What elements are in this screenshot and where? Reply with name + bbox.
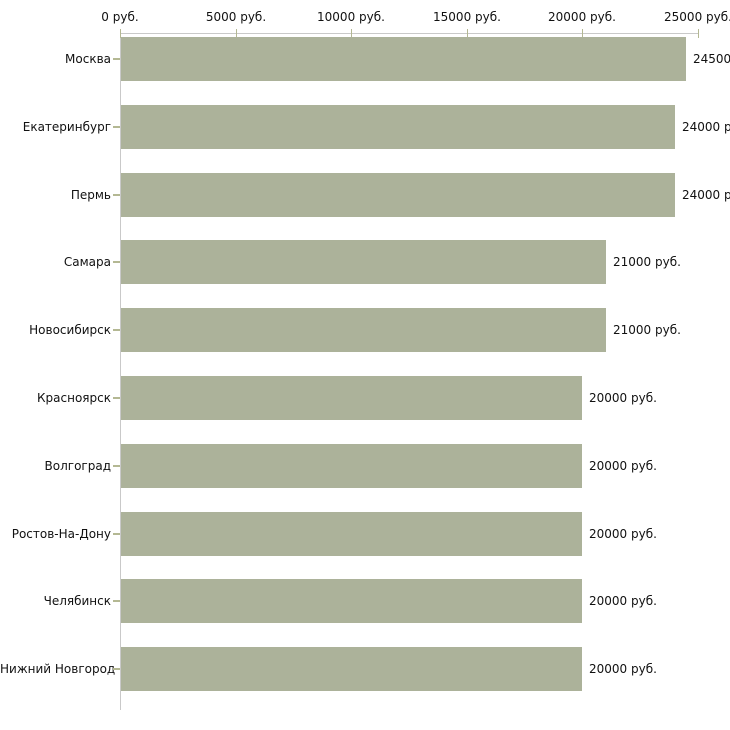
x-axis-tick — [236, 29, 237, 38]
y-axis-tick — [113, 533, 120, 535]
bar — [121, 376, 582, 420]
bar-value-label: 24000 руб. — [682, 188, 730, 202]
x-axis-tick — [582, 29, 583, 38]
x-axis-tick-label: 0 руб. — [101, 10, 139, 24]
x-axis-tick-label: 25000 руб. — [664, 10, 730, 24]
bar-value-label: 20000 руб. — [589, 594, 657, 608]
bar-value-label: 20000 руб. — [589, 391, 657, 405]
x-axis-tick-label: 5000 руб. — [205, 10, 267, 24]
x-axis-tick-label: 20000 руб. — [548, 10, 616, 24]
y-axis-tick — [113, 600, 120, 602]
bar — [121, 647, 582, 691]
category-label: Москва — [65, 52, 111, 66]
category-label: Челябинск — [43, 594, 111, 608]
bar-value-label: 21000 руб. — [613, 255, 681, 269]
x-axis-tick-label: 15000 руб. — [433, 10, 501, 24]
y-axis-tick — [113, 465, 120, 467]
bar — [121, 173, 675, 217]
bar — [121, 105, 675, 149]
y-axis-tick — [113, 329, 120, 331]
category-label: Пермь — [70, 188, 111, 202]
x-axis-line — [120, 33, 698, 34]
x-axis-tick — [467, 29, 468, 38]
y-axis-line — [120, 33, 121, 710]
bar-value-label: 24000 руб. — [682, 120, 730, 134]
bar — [121, 308, 606, 352]
y-axis-tick — [113, 261, 120, 263]
bar — [121, 240, 606, 284]
bar — [121, 37, 686, 81]
category-label: Волгоград — [44, 459, 111, 473]
x-axis-tick — [120, 29, 121, 38]
x-axis-tick-label: 10000 руб. — [317, 10, 385, 24]
bar — [121, 579, 582, 623]
bar — [121, 444, 582, 488]
category-label: Нижний Новгород — [0, 662, 116, 676]
bar-value-label: 20000 руб. — [589, 527, 657, 541]
category-label: Новосибирск — [29, 323, 111, 337]
y-axis-tick — [113, 397, 120, 399]
x-axis-tick — [351, 29, 352, 38]
bar-value-label: 21000 руб. — [613, 323, 681, 337]
bar-value-label: 20000 руб. — [589, 459, 657, 473]
category-label: Ростов-На-Дону — [11, 527, 111, 541]
bar — [121, 512, 582, 556]
category-label: Красноярск — [37, 391, 111, 405]
y-axis-tick — [113, 194, 120, 196]
y-axis-tick — [113, 126, 120, 128]
y-axis-tick — [113, 668, 120, 670]
category-label: Екатеринбург — [22, 120, 111, 134]
x-axis-tick — [698, 29, 699, 38]
bar-value-label: 24500 руб. — [693, 52, 730, 66]
y-axis-tick — [113, 58, 120, 60]
bar-value-label: 20000 руб. — [589, 662, 657, 676]
category-label: Самара — [63, 255, 111, 269]
